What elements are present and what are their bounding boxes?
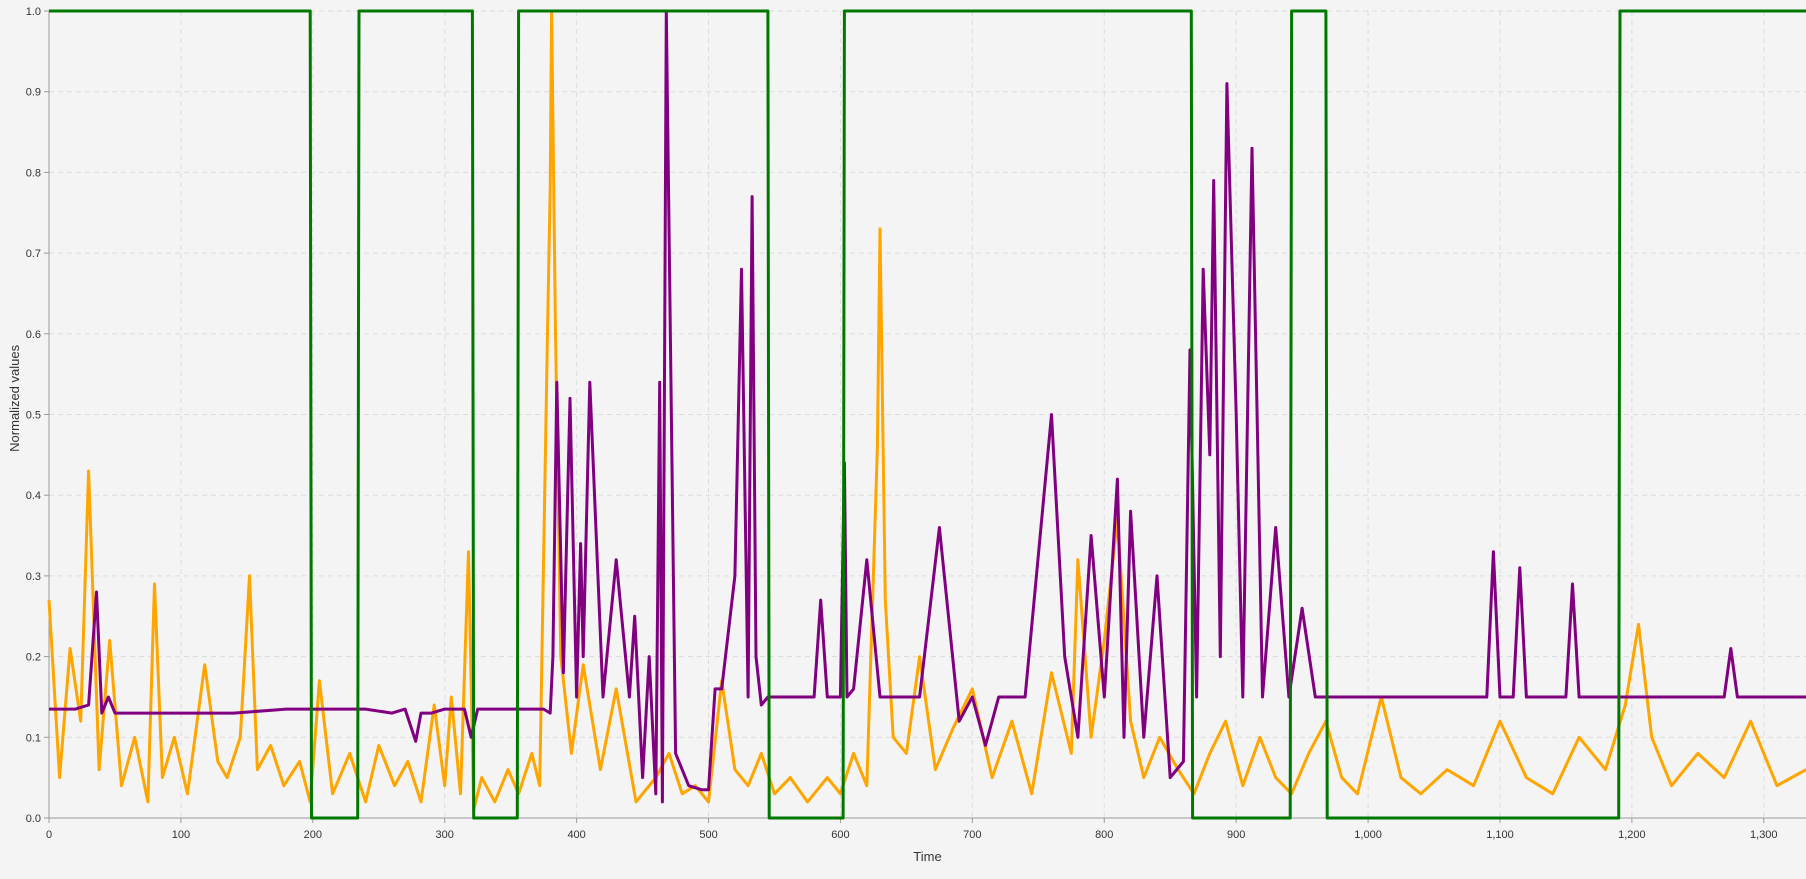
x-tick-label: 300 xyxy=(436,829,454,841)
x-tick-label: 900 xyxy=(1227,829,1245,841)
y-tick-label: 0.8 xyxy=(26,167,41,179)
series-line-3 xyxy=(49,9,1806,820)
y-tick-label: 0.3 xyxy=(26,571,41,583)
x-tick-label: 1,100 xyxy=(1486,829,1514,841)
x-tick-label: 1,200 xyxy=(1618,829,1646,841)
x-tick-label: 600 xyxy=(831,829,849,841)
y-tick-label: 0.1 xyxy=(26,732,41,744)
x-tick-label: 500 xyxy=(699,829,717,841)
x-tick-label: 200 xyxy=(304,829,322,841)
x-tick-label: 0 xyxy=(46,829,52,841)
x-tick-label: 400 xyxy=(567,829,585,841)
y-tick-label: 0.4 xyxy=(26,490,41,502)
x-tick-label: 1,000 xyxy=(1354,829,1382,841)
y-tick-label: 1.0 xyxy=(26,6,41,18)
x-tick-label: 700 xyxy=(963,829,981,841)
y-tick-label: 0.7 xyxy=(26,248,41,260)
series-line-1 xyxy=(47,9,1806,812)
y-axis-title: Normalized values xyxy=(7,344,22,451)
x-tick-label: 100 xyxy=(172,829,190,841)
x-tick-label: 1,300 xyxy=(1750,829,1778,841)
x-axis-title: Time xyxy=(913,849,941,864)
y-tick-label: 0.9 xyxy=(26,87,41,99)
y-tick-label: 0.0 xyxy=(26,813,41,825)
y-tick-label: 0.6 xyxy=(26,329,41,341)
y-tick-label: 0.2 xyxy=(26,652,41,664)
y-tick-label: 0.5 xyxy=(26,410,41,422)
x-tick-label: 800 xyxy=(1095,829,1113,841)
series-lines xyxy=(47,9,1806,820)
